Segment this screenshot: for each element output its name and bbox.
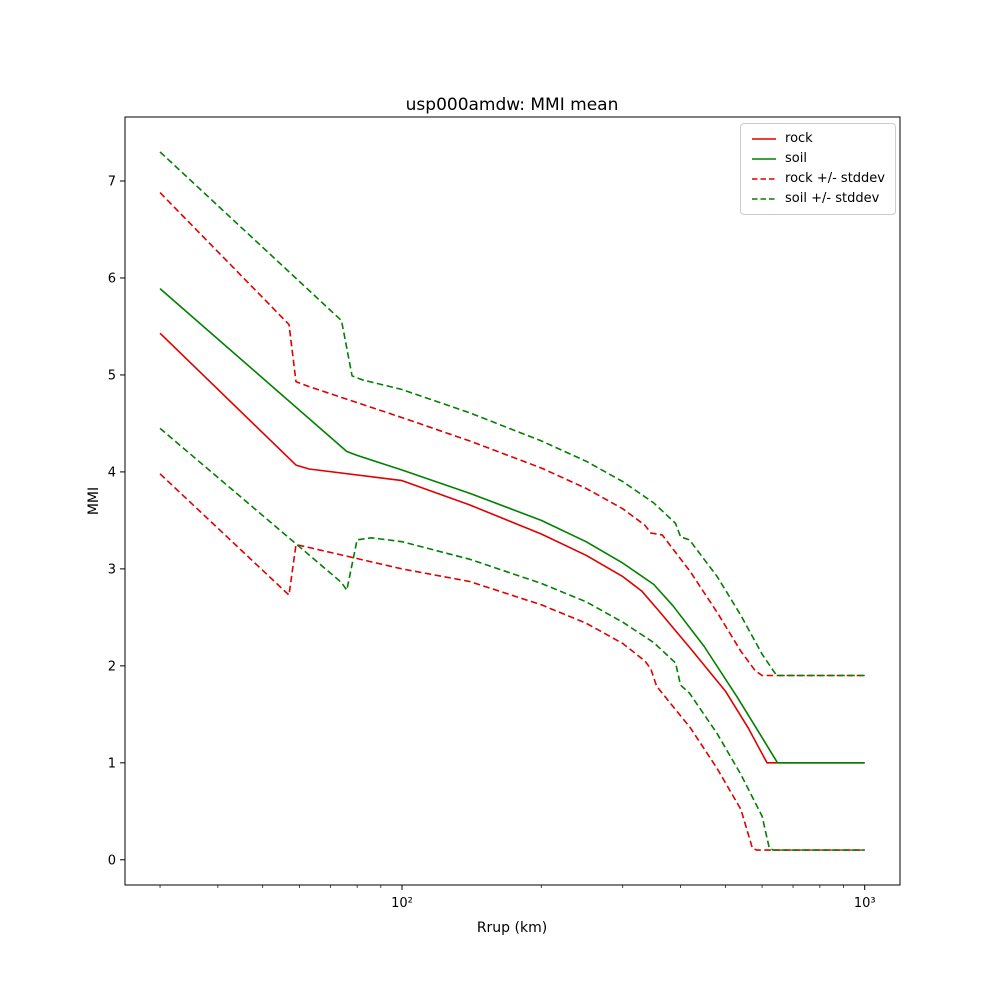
series-line-rock-stddev-upper: [159, 192, 865, 677]
x-tick-label: 10²: [391, 896, 413, 911]
series-line-rock: [159, 332, 865, 764]
legend: rock soil rock +/- stddev soil +/- stdde…: [740, 123, 896, 215]
y-tick-label: 0: [108, 853, 116, 868]
series-line-soil-stddev-upper: [159, 151, 865, 677]
legend-line-soil-icon: [752, 158, 777, 160]
y-tick-label: 7: [108, 175, 116, 190]
legend-line-rock-stddev-icon: [752, 178, 777, 180]
legend-entry-soil-stddev: soil +/- stddev: [750, 191, 885, 207]
legend-entry-rock: rock: [750, 131, 885, 147]
y-tick-label: 5: [108, 368, 116, 383]
legend-entry-rock-stddev: rock +/- stddev: [750, 171, 885, 187]
legend-label-soil-stddev: soil +/- stddev: [785, 191, 880, 206]
y-tick-label: 3: [108, 562, 116, 577]
y-tick-label: 6: [108, 271, 116, 286]
legend-label-rock: rock: [785, 131, 813, 146]
legend-label-rock-stddev: rock +/- stddev: [785, 171, 885, 186]
legend-line-soil-stddev-icon: [752, 198, 777, 200]
y-tick-label: 2: [108, 659, 116, 674]
legend-entry-soil: soil: [750, 151, 885, 167]
series-lines: [159, 151, 865, 851]
legend-label-soil: soil: [785, 151, 807, 166]
chart-title: usp000amdw: MMI mean: [406, 95, 619, 115]
series-line-rock-stddev-lower: [159, 473, 865, 851]
legend-line-rock-icon: [752, 138, 777, 140]
y-tick-label: 4: [108, 465, 116, 480]
y-axis-label: MMI: [86, 487, 102, 515]
y-tick-label: 1: [108, 756, 116, 771]
axis-ticks: 0 1 2 3 4 5 6 7 10² 10³: [108, 175, 876, 912]
x-tick-label: 10³: [854, 896, 876, 911]
plot-frame: [124, 116, 901, 886]
series-line-soil: [159, 287, 865, 764]
series-line-soil-stddev-lower: [159, 427, 865, 851]
x-axis-label: Rrup (km): [477, 920, 547, 936]
